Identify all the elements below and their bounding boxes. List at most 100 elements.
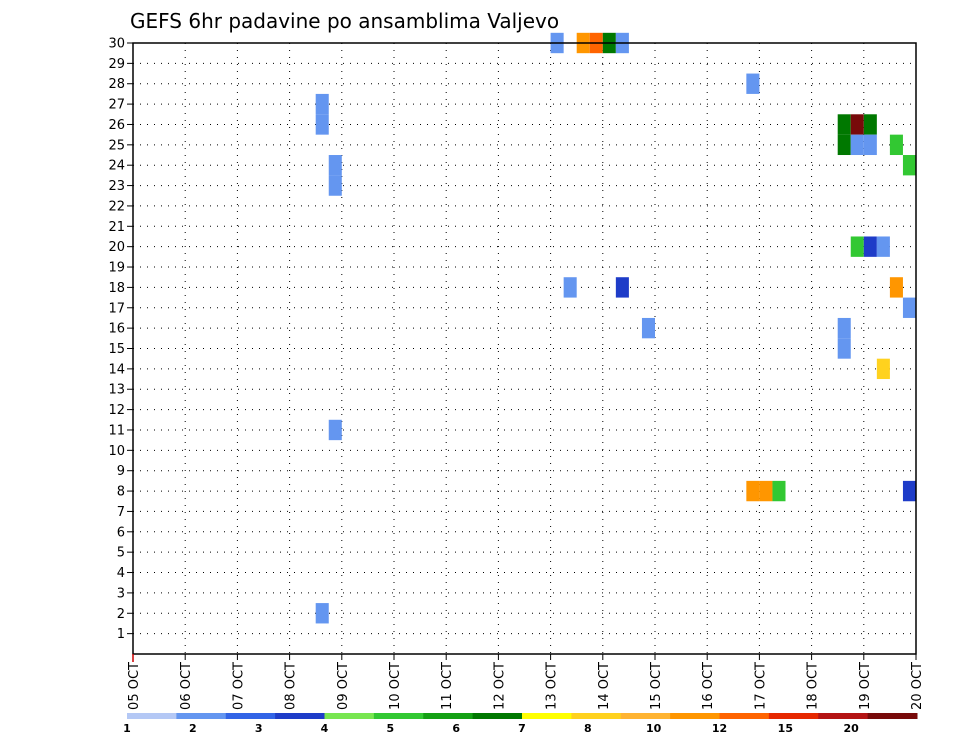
colorbar-segment bbox=[670, 713, 720, 719]
x-tick-label: 06 OCT bbox=[179, 662, 194, 710]
colorbar-segment bbox=[275, 713, 325, 719]
colorbar-tick-label: 3 bbox=[255, 722, 263, 735]
x-tick-label: 07 OCT bbox=[231, 662, 246, 710]
colorbar-tick-label: 20 bbox=[844, 722, 860, 735]
y-tick-label: 14 bbox=[108, 362, 125, 377]
colorbar-segment bbox=[867, 713, 918, 719]
precip-cell bbox=[902, 297, 916, 318]
colorbar-segment bbox=[818, 713, 869, 719]
colorbar-segment bbox=[176, 713, 227, 719]
colorbar-segment bbox=[423, 713, 474, 719]
precip-cell bbox=[315, 93, 329, 115]
precip-cell bbox=[850, 134, 864, 156]
x-tick-label: 19 OCT bbox=[858, 662, 873, 710]
y-axis: 1234567891011121314151617181920212223242… bbox=[108, 37, 133, 642]
y-tick-label: 29 bbox=[108, 57, 125, 72]
y-tick-label: 11 bbox=[108, 423, 125, 438]
colorbar-segment bbox=[324, 713, 375, 719]
x-tick-label: 13 OCT bbox=[545, 662, 560, 710]
x-tick-label: 17 OCT bbox=[753, 662, 768, 710]
x-tick-label: 08 OCT bbox=[284, 662, 299, 710]
x-tick-label: 10 OCT bbox=[388, 662, 403, 710]
colorbar-segment bbox=[472, 713, 523, 719]
y-tick-label: 19 bbox=[108, 261, 125, 276]
y-tick-label: 7 bbox=[117, 505, 125, 520]
y-tick-label: 27 bbox=[108, 98, 125, 113]
y-tick-label: 21 bbox=[108, 220, 125, 235]
precip-cell bbox=[876, 236, 890, 257]
colorbar-segment bbox=[127, 713, 177, 719]
y-tick-label: 30 bbox=[108, 37, 125, 52]
y-tick-label: 9 bbox=[117, 464, 125, 479]
colorbar-segment bbox=[571, 713, 622, 719]
precip-cell bbox=[837, 134, 851, 156]
precip-cell bbox=[863, 114, 877, 135]
y-tick-label: 17 bbox=[108, 301, 125, 316]
precip-cell bbox=[850, 236, 864, 257]
precip-cell bbox=[850, 114, 864, 135]
precip-cell bbox=[328, 175, 342, 196]
x-tick-label: 09 OCT bbox=[336, 662, 351, 710]
colorbar-segment bbox=[522, 713, 572, 719]
colorbar-tick-label: 1 bbox=[123, 722, 131, 735]
x-tick-label: 20 OCT bbox=[910, 662, 925, 710]
precip-cell bbox=[746, 73, 760, 94]
precip-cell bbox=[837, 317, 851, 339]
colorbar-tick-label: 5 bbox=[387, 722, 395, 735]
precip-cell bbox=[315, 603, 329, 624]
y-tick-label: 24 bbox=[108, 159, 125, 174]
y-tick-label: 6 bbox=[117, 525, 125, 540]
precip-cell bbox=[328, 155, 342, 176]
y-tick-label: 25 bbox=[108, 138, 125, 153]
precip-cell bbox=[615, 277, 629, 298]
colorbar-segment bbox=[620, 713, 671, 719]
precip-cell bbox=[863, 134, 877, 156]
data-cells-layer bbox=[315, 32, 916, 624]
y-tick-label: 4 bbox=[117, 566, 125, 581]
y-tick-label: 8 bbox=[117, 485, 125, 500]
colorbar-segment bbox=[373, 713, 424, 719]
precip-cell bbox=[902, 155, 916, 176]
colorbar-segment bbox=[719, 713, 770, 719]
x-tick-label: 05 OCT bbox=[127, 662, 142, 710]
colorbar-tick-label: 4 bbox=[321, 722, 329, 735]
y-tick-label: 10 bbox=[108, 444, 125, 459]
precip-cell bbox=[837, 338, 851, 359]
precip-cell bbox=[746, 480, 760, 502]
colorbar-segment bbox=[768, 713, 819, 719]
colorbar-tick-label: 10 bbox=[646, 722, 662, 735]
colorbar-tick-label: 15 bbox=[778, 722, 793, 735]
y-tick-label: 3 bbox=[117, 586, 125, 601]
precip-cell bbox=[863, 236, 877, 257]
x-axis: 05 OCT 06 OCT 07 OCT 08 OCT 09 OCT 10 OCT 11 O… bbox=[127, 654, 925, 710]
y-tick-label: 22 bbox=[108, 199, 125, 214]
x-tick-label: 18 OCT bbox=[806, 662, 821, 710]
precip-cell bbox=[772, 480, 786, 502]
y-tick-label: 20 bbox=[108, 240, 125, 255]
precip-cell bbox=[315, 114, 329, 135]
precip-cell bbox=[759, 480, 773, 502]
x-tick-label: 16 OCT bbox=[701, 662, 716, 710]
colorbar: 1 2 3 4 5 6 7 8 10 12 15 20 bbox=[123, 713, 918, 735]
grid-layer bbox=[133, 42, 916, 654]
y-tick-label: 5 bbox=[117, 546, 125, 561]
precip-cell bbox=[837, 114, 851, 135]
colorbar-tick-label: 7 bbox=[518, 722, 526, 735]
x-tick-label: 14 OCT bbox=[597, 662, 612, 710]
x-tick-label: 11 OCT bbox=[440, 662, 455, 710]
colorbar-tick-label: 8 bbox=[584, 722, 592, 735]
precip-cell bbox=[876, 358, 890, 380]
precip-cell bbox=[889, 134, 903, 156]
precip-cell bbox=[328, 419, 342, 441]
y-tick-label: 18 bbox=[108, 281, 125, 296]
chart-title: GEFS 6hr padavine po ansamblima Valjevo bbox=[130, 9, 559, 33]
y-tick-label: 26 bbox=[108, 118, 125, 133]
y-tick-label: 1 bbox=[117, 627, 125, 642]
x-tick-label: 12 OCT bbox=[492, 662, 507, 710]
y-tick-label: 12 bbox=[108, 403, 125, 418]
precip-cell bbox=[563, 277, 577, 298]
precip-cell bbox=[641, 317, 655, 339]
y-tick-label: 13 bbox=[108, 383, 125, 398]
y-tick-label: 2 bbox=[117, 607, 125, 622]
